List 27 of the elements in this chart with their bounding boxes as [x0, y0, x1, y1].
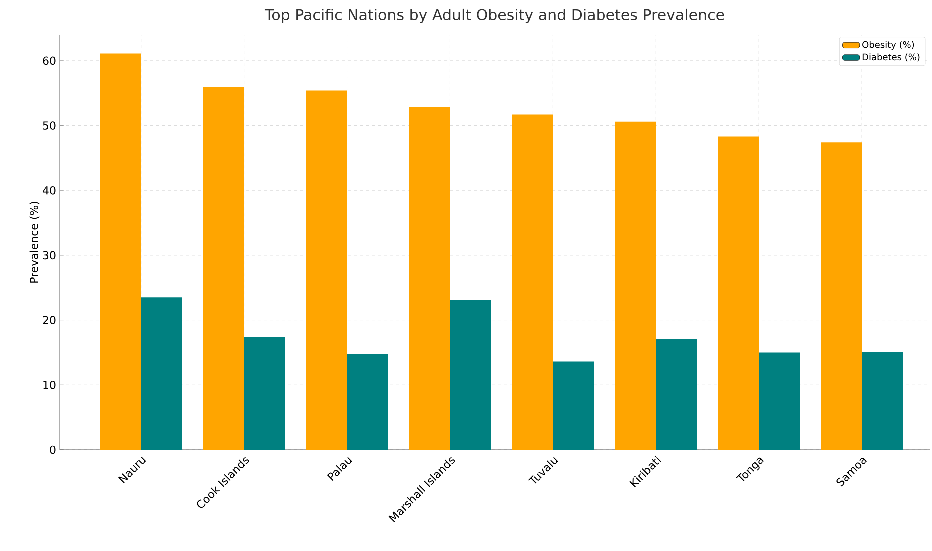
bar	[100, 54, 142, 450]
y-tick-label: 0	[50, 446, 56, 454]
y-tick-label: 20	[43, 316, 56, 324]
bar	[347, 354, 388, 450]
legend-label: Diabetes (%)	[862, 54, 920, 62]
bar	[409, 106, 450, 450]
bar	[553, 362, 594, 450]
y-tick-label: 50	[43, 122, 56, 130]
y-tick-label: 30	[43, 251, 56, 260]
y-tick-label: 60	[43, 56, 56, 66]
bar	[141, 298, 182, 450]
chart-title: Top Pacific Nations by Adult Obesity and Diabetes Prevalence	[264, 8, 724, 24]
y-tick-label: 10	[44, 380, 56, 390]
bar	[821, 142, 862, 450]
bar	[203, 88, 244, 450]
bar	[718, 136, 760, 450]
bar	[656, 339, 698, 450]
bar	[306, 90, 348, 450]
y-tick-label: 40	[43, 186, 56, 195]
bar	[450, 300, 492, 450]
legend-label: Obesity (%)	[862, 41, 914, 50]
bar	[512, 114, 554, 450]
bar	[759, 352, 800, 450]
y-axis-title: Prevalence (%)	[30, 202, 40, 283]
bar	[244, 337, 286, 450]
bar	[862, 352, 904, 450]
bar	[615, 122, 656, 450]
